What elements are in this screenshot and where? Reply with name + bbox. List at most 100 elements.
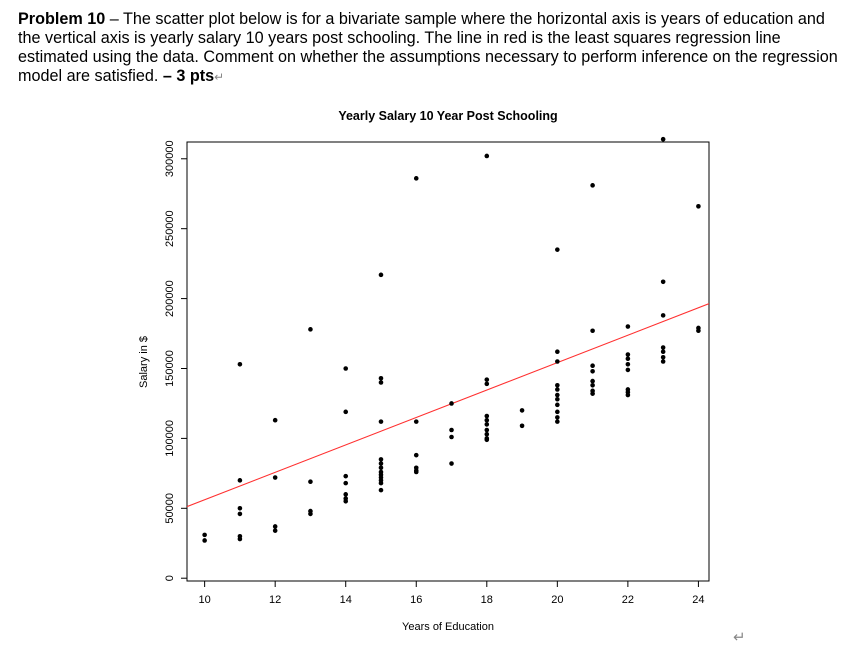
- x-tick-label: 20: [551, 594, 563, 606]
- x-tick-label: 18: [481, 594, 493, 606]
- y-tick-label: 250000: [164, 210, 176, 247]
- data-point: [378, 487, 384, 493]
- data-point: [272, 475, 278, 480]
- data-point: [484, 381, 490, 387]
- data-point: [484, 431, 490, 437]
- data-point: [660, 349, 666, 355]
- data-point: [449, 461, 454, 466]
- data-point: [449, 401, 454, 406]
- data-point: [378, 380, 384, 385]
- data-point: [413, 176, 419, 181]
- data-point: [696, 204, 701, 209]
- data-point: [202, 532, 207, 538]
- y-tick-label: 200000: [164, 280, 176, 317]
- data-point: [625, 392, 631, 398]
- data-point: [625, 361, 631, 367]
- data-point: [696, 328, 701, 334]
- data-point: [660, 279, 666, 285]
- data-point: [555, 419, 560, 424]
- bottom-return-icon: ↵: [733, 629, 746, 646]
- y-axis: 0 50000 100000 150000 200000 250000 300000: [164, 140, 187, 581]
- x-tick-label: 24: [692, 594, 704, 606]
- data-point: [484, 417, 490, 423]
- chart-title: Yearly Salary 10 Year Post Schooling: [338, 109, 557, 123]
- data-point: [484, 413, 490, 419]
- data-point: [378, 419, 384, 424]
- data-point: [413, 419, 419, 424]
- x-axis-label: Years of Education: [402, 621, 494, 633]
- x-axis: 10 12 14 16 18 20 22 24: [199, 581, 705, 606]
- data-point: [625, 352, 631, 357]
- problem-dash: –: [105, 10, 123, 28]
- data-point: [308, 511, 313, 517]
- data-point: [413, 452, 419, 458]
- y-tick-label: 100000: [164, 420, 176, 457]
- data-point: [519, 408, 525, 413]
- data-point: [625, 356, 631, 362]
- data-point: [343, 480, 349, 486]
- data-point: [555, 396, 560, 402]
- data-point: [660, 345, 666, 350]
- y-tick-label: 300000: [164, 140, 176, 177]
- data-point: [555, 415, 560, 420]
- y-tick-label: 50000: [164, 493, 176, 524]
- problem-label: Problem 10: [18, 10, 106, 28]
- data-point: [272, 528, 278, 533]
- data-point: [590, 183, 595, 188]
- data-point: [590, 368, 595, 374]
- data-point: [343, 409, 349, 415]
- data-point: [555, 409, 560, 415]
- data-point: [660, 313, 666, 318]
- x-tick-label: 10: [199, 594, 211, 606]
- data-point: [237, 536, 243, 542]
- data-point: [449, 427, 454, 433]
- data-point: [660, 359, 666, 364]
- data-point: [660, 355, 666, 360]
- data-point: [555, 349, 560, 355]
- data-point: [519, 423, 525, 429]
- data-point: [555, 392, 560, 398]
- data-point: [378, 480, 384, 486]
- data-point: [343, 499, 349, 504]
- data-point: [202, 538, 207, 543]
- return-mark-icon: ↵: [214, 70, 225, 84]
- x-tick-label: 12: [269, 594, 281, 606]
- data-point: [343, 366, 349, 371]
- data-point: [237, 505, 243, 511]
- data-point: [343, 473, 349, 479]
- x-tick-label: 22: [622, 594, 634, 606]
- data-point: [555, 402, 560, 408]
- regression-line: [187, 303, 709, 508]
- data-point: [625, 324, 631, 329]
- data-point: [343, 492, 349, 497]
- data-point: [484, 427, 490, 433]
- y-axis-label: Salary in $: [138, 336, 150, 388]
- data-point: [555, 247, 560, 252]
- data-point: [378, 465, 384, 471]
- x-tick-label: 14: [340, 594, 352, 606]
- data-point: [590, 328, 595, 334]
- data-point: [660, 136, 666, 142]
- y-tick-label: 0: [164, 575, 176, 581]
- data-point: [237, 478, 243, 483]
- data-point: [308, 479, 313, 485]
- data-point: [378, 375, 384, 381]
- problem-points: – 3 pts: [162, 67, 215, 85]
- data-point: [308, 327, 313, 332]
- data-point: [555, 382, 560, 388]
- regression-group: [187, 303, 709, 508]
- data-point: [484, 377, 490, 382]
- data-point: [272, 417, 278, 423]
- data-point: [378, 457, 384, 462]
- points-group: [202, 136, 701, 543]
- data-point: [484, 437, 490, 443]
- problem-statement: Problem 10 – The scatter plot below is f…: [18, 10, 848, 87]
- data-point: [484, 422, 490, 427]
- x-tick-label: 16: [410, 594, 422, 606]
- data-point: [378, 272, 384, 278]
- data-point: [590, 382, 595, 388]
- data-point: [625, 367, 631, 373]
- problem-body: The scatter plot below is for a bivariat…: [18, 10, 838, 85]
- y-tick-label: 150000: [164, 350, 176, 387]
